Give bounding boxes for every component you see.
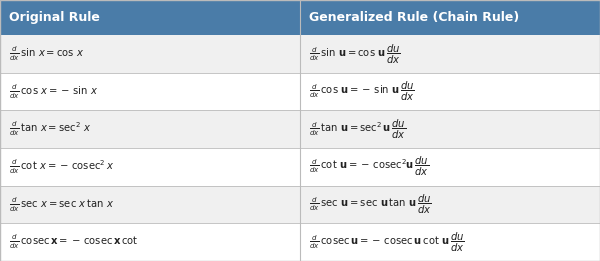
Text: $\frac{d}{dx}\, \tan\, \mathbf{u} = \sec^2\mathbf{u}\, \dfrac{du}{dx}$: $\frac{d}{dx}\, \tan\, \mathbf{u} = \sec… [309, 118, 406, 141]
Bar [300, 110, 600, 148]
Bar [300, 223, 600, 261]
Text: $\frac{d}{dx}\, \cos\, x = -\, \sin\, x$: $\frac{d}{dx}\, \cos\, x = -\, \sin\, x$ [9, 82, 98, 101]
Bar [0, 73, 300, 110]
Bar [0, 0, 300, 35]
Text: $\frac{d}{dx}\, \cot\, x = -\, \mathrm{cosec}^2\, x$: $\frac{d}{dx}\, \cot\, x = -\, \mathrm{c… [9, 158, 114, 176]
Bar [300, 148, 600, 186]
Text: $\frac{d}{dx}\, \cot\, \mathbf{u} = -\, \mathrm{cosec}^2\mathbf{u}\, \dfrac{du}{: $\frac{d}{dx}\, \cot\, \mathbf{u} = -\, … [309, 155, 430, 179]
Bar [0, 35, 300, 73]
Text: $\frac{d}{dx}\, \sec\, x = \sec\, x\, \tan\, x$: $\frac{d}{dx}\, \sec\, x = \sec\, x\, \t… [9, 195, 114, 214]
Bar [0, 223, 300, 261]
Text: $\frac{d}{dx}\, \sin\, x = \cos\, x$: $\frac{d}{dx}\, \sin\, x = \cos\, x$ [9, 45, 84, 63]
Text: $\frac{d}{dx}\, \tan\, x = \sec^2\, x$: $\frac{d}{dx}\, \tan\, x = \sec^2\, x$ [9, 120, 91, 139]
Text: Generalized Rule (Chain Rule): Generalized Rule (Chain Rule) [309, 11, 519, 24]
Bar [0, 110, 300, 148]
Bar [0, 186, 300, 223]
Text: $\frac{d}{dx}\, \sin\, \mathbf{u} = \cos\, \mathbf{u}\, \dfrac{du}{dx}$: $\frac{d}{dx}\, \sin\, \mathbf{u} = \cos… [309, 43, 401, 66]
Text: $\frac{d}{dx}\, \cos\, \mathbf{u} = -\, \sin\, \mathbf{u}\, \dfrac{du}{dx}$: $\frac{d}{dx}\, \cos\, \mathbf{u} = -\, … [309, 80, 415, 103]
Text: $\frac{d}{dx}\, \sec\, \mathbf{u} = \sec\, \mathbf{u}\, \tan\, \mathbf{u}\, \dfr: $\frac{d}{dx}\, \sec\, \mathbf{u} = \sec… [309, 193, 432, 216]
Bar [300, 0, 600, 35]
Text: Original Rule: Original Rule [9, 11, 100, 24]
Text: $\frac{d}{dx}\, \mathrm{cosec}\, \mathbf{x} = -\, \mathrm{cosec}\, \mathbf{x}\, : $\frac{d}{dx}\, \mathrm{cosec}\, \mathbf… [9, 233, 139, 251]
Bar [300, 73, 600, 110]
Text: $\frac{d}{dx}\, \mathrm{cosec}\, \mathbf{u} = -\, \mathrm{cosec}\, \mathbf{u}\, : $\frac{d}{dx}\, \mathrm{cosec}\, \mathbf… [309, 231, 465, 254]
Bar [300, 35, 600, 73]
Bar [300, 186, 600, 223]
Bar [0, 148, 300, 186]
